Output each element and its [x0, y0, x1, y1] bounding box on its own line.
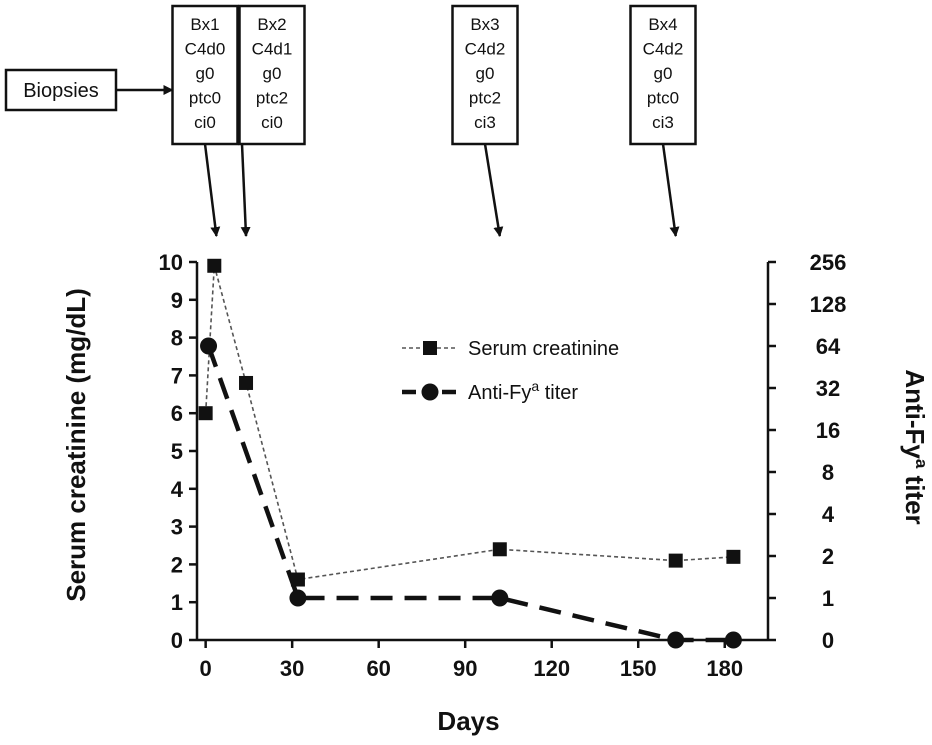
legend-titer-label: Anti-Fya titer	[468, 378, 578, 404]
x-tick-label: 0	[200, 656, 212, 681]
left-y-tick-label: 5	[171, 439, 183, 464]
serum-creatinine-point	[239, 375, 254, 390]
left-y-tick-label: 7	[171, 363, 183, 388]
serum-creatinine-point	[726, 549, 741, 564]
right-y-tick-label: 2	[822, 544, 834, 569]
biopsy-box-text: ptc0	[189, 89, 221, 108]
biopsy-box-text: g0	[263, 64, 282, 83]
left-y-tick-label: 6	[171, 401, 183, 426]
biopsy-box-text: g0	[654, 64, 673, 83]
series-layer	[198, 258, 742, 649]
x-tick-label: 60	[366, 656, 390, 681]
right-y-axis-title-main: Anti-Fy	[900, 369, 930, 459]
biopsy-box-text: C4d1	[252, 40, 293, 59]
serum-creatinine-point	[290, 572, 305, 587]
legend-titer-marker	[421, 383, 439, 401]
biopsy-box-text: ptc2	[469, 89, 501, 108]
biopsy-box-text: ci0	[261, 113, 283, 132]
right-y-axis-title-tail: titer	[900, 468, 930, 524]
right-y-tick-label: 4	[822, 502, 835, 527]
biopsy-box-text: Bx4	[648, 15, 677, 34]
x-tick-label: 180	[706, 656, 743, 681]
left-y-tick-label: 8	[171, 326, 183, 351]
biopsy-box-text: ci3	[474, 113, 496, 132]
serum-creatinine-point	[492, 542, 507, 557]
right-y-tick-label: 1	[822, 586, 834, 611]
biopsy-annotations: Biopsies Bx1 C4d0 g0 ptc0 ci0 Bx2 C4d1 g0 ptc2 ci0…	[4, 4, 697, 237]
legend: Serum creatinine Anti-Fya titer	[402, 338, 619, 404]
biopsy-box-text: ci0	[194, 113, 216, 132]
x-tick-label: 90	[453, 656, 477, 681]
left-y-tick-label: 0	[171, 628, 183, 653]
legend-titer-main: Anti-Fy	[468, 382, 531, 404]
axes: 0 1 2 3 4 5 6 7 8 9 10 0 1 2 4 8 16 32 64 128 256 0 30 60 90 120 1…	[61, 250, 931, 736]
biopsy-box-text: g0	[196, 64, 215, 83]
anti-fy-titer-line	[206, 345, 734, 643]
right-y-tick-label: 16	[816, 418, 840, 443]
left-y-tick-label: 2	[171, 552, 183, 577]
biopsy-box-text: ptc2	[256, 89, 288, 108]
biopsy-box-text: C4d0	[185, 40, 226, 59]
biopsy-arrow	[240, 143, 251, 237]
biopsy-box	[171, 4, 239, 146]
legend-serum-label: Serum creatinine	[468, 338, 619, 360]
right-y-tick-label: 8	[822, 460, 834, 485]
left-y-tick-label: 9	[171, 288, 183, 313]
biopsy-box	[238, 4, 306, 146]
right-y-tick-label: 256	[810, 250, 847, 275]
left-y-tick-label: 3	[171, 515, 183, 540]
left-y-axis-title: Serum creatinine (mg/dL)	[61, 288, 91, 602]
right-y-tick-label: 0	[822, 628, 834, 653]
anti-fy-titer-point	[724, 631, 742, 649]
left-y-tick-label: 1	[171, 590, 183, 615]
biopsy-box-text: ptc0	[647, 89, 679, 108]
serum-creatinine-line	[204, 265, 734, 581]
legend-serum-marker	[423, 341, 437, 355]
biopsy-arrow	[661, 143, 680, 237]
biopsy-arrow	[203, 143, 221, 237]
biopsy-box-text: g0	[476, 64, 495, 83]
left-y-tick-label: 10	[159, 250, 183, 275]
anti-fy-titer-point	[200, 337, 218, 355]
biopsies-label: Biopsies	[23, 80, 99, 102]
x-tick-label: 120	[533, 656, 570, 681]
anti-fy-titer-point	[667, 631, 685, 649]
biopsy-box-text: Bx2	[257, 15, 286, 34]
biopsy-box-text: C4d2	[643, 40, 684, 59]
biopsies-label-box	[4, 68, 118, 112]
serum-creatinine-point	[207, 258, 222, 273]
anti-fy-titer-point	[289, 589, 307, 607]
x-tick-label: 150	[620, 656, 657, 681]
legend-titer-tail: titer	[539, 382, 578, 404]
biopsy-box-text: Bx3	[470, 15, 499, 34]
right-y-tick-label: 32	[816, 376, 840, 401]
biopsy-box	[629, 4, 697, 146]
right-y-axis-title-sup: a	[912, 459, 931, 469]
x-axis-title: Days	[437, 706, 499, 736]
biopsy-arrow	[483, 143, 504, 237]
right-y-tick-label: 64	[816, 334, 841, 359]
right-y-tick-label: 128	[810, 292, 847, 317]
biopsy-box	[451, 4, 519, 146]
serum-creatinine-point	[198, 406, 213, 421]
biopsy-box-text: Bx1	[190, 15, 219, 34]
legend-titer-sup: a	[531, 378, 539, 394]
left-y-tick-label: 4	[171, 477, 184, 502]
anti-fy-titer-point	[491, 589, 509, 607]
right-y-axis-title: Anti-Fya titer	[900, 369, 931, 524]
biopsy-box-text: C4d2	[465, 40, 506, 59]
serum-creatinine-point	[668, 553, 683, 568]
x-tick-label: 30	[280, 656, 304, 681]
biopsy-box-text: ci3	[652, 113, 674, 132]
